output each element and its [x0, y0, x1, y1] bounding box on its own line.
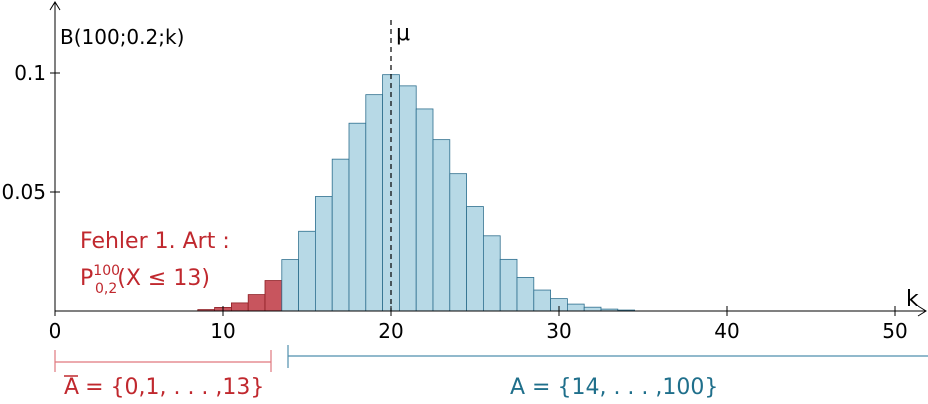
- bar-k-23: [432, 139, 451, 312]
- bar-k-16: [314, 196, 333, 312]
- x-tick-label: 0: [49, 319, 62, 343]
- bar-k-12: [247, 294, 266, 312]
- y-axis-arrow: [49, 1, 61, 11]
- x-tick-label: 40: [714, 319, 739, 343]
- bar-k-25: [466, 206, 484, 312]
- y-ticks-group: 0.05 0.1: [1, 61, 60, 204]
- bar-k-17: [331, 158, 350, 312]
- x-tick-label: 20: [378, 319, 403, 343]
- y-axis-label: B(100;0.2;k): [60, 25, 184, 49]
- x-tick-label: 10: [210, 319, 235, 343]
- bar-k-29: [533, 289, 551, 312]
- abar-bracket: [54, 350, 272, 372]
- error-probability: P100 0,2(X ≤ 13): [80, 263, 210, 297]
- bar-k-26: [482, 235, 501, 312]
- bar-k-27: [499, 258, 518, 312]
- mean-label: μ: [396, 21, 410, 46]
- y-tick-label: 0.1: [14, 61, 46, 85]
- x-ticks-group: 0 10 20 30 40 50: [49, 306, 908, 343]
- x-tick-label: 30: [546, 319, 571, 343]
- abar-set-label: A = {0,1, . . . ,13}: [64, 375, 264, 400]
- bar-k-15: [298, 230, 316, 312]
- y-tick-label: 0.05: [1, 180, 46, 204]
- bar-k-18: [348, 122, 367, 312]
- bar-k-13: [264, 280, 283, 312]
- bar-k-32: [583, 306, 602, 312]
- bar-k-21: [398, 85, 417, 312]
- a-bracket: [287, 345, 928, 368]
- bar-k-31: [567, 303, 585, 312]
- x-axis-label: k: [906, 287, 919, 312]
- bar-k-24: [449, 173, 467, 312]
- bar-k-14: [281, 259, 299, 312]
- x-axis-arrow: [917, 305, 927, 317]
- bar-k-19: [365, 94, 383, 312]
- error-title: Fehler 1. Art :: [80, 229, 230, 254]
- bar-k-11: [230, 302, 249, 312]
- bar-k-28: [516, 277, 535, 312]
- a-set-label: A = {14, . . . ,100}: [510, 375, 718, 400]
- bar-k-22: [415, 108, 434, 312]
- x-tick-label: 50: [882, 319, 907, 343]
